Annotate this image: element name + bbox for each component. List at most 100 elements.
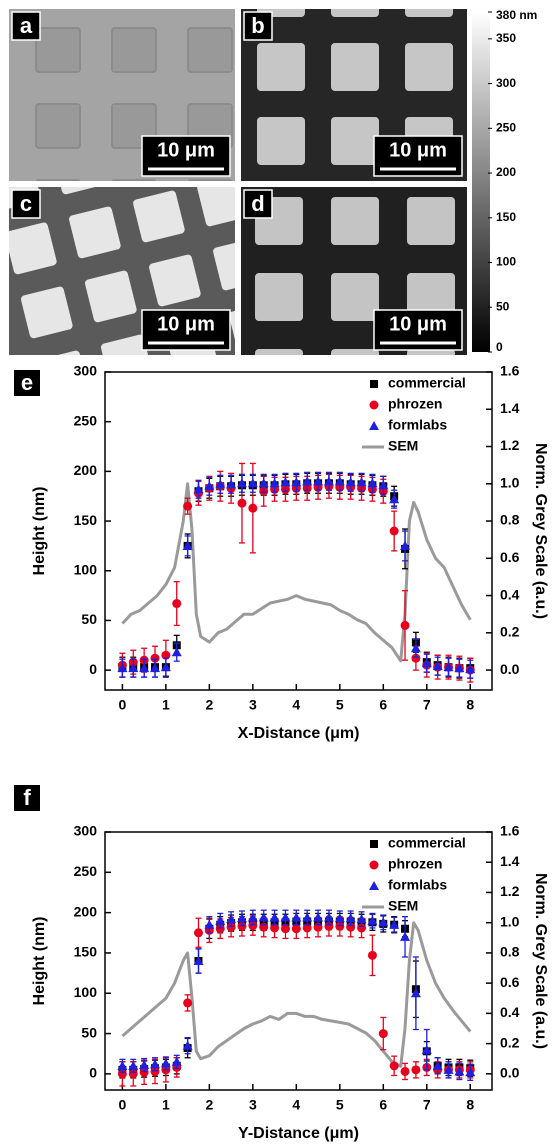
x-tick-label: 8 bbox=[466, 1097, 474, 1113]
pillar bbox=[35, 103, 81, 149]
colorbar-tick-label: 150 bbox=[496, 210, 516, 224]
y-axis-title: Height (nm) bbox=[31, 917, 48, 1006]
pillar bbox=[0, 28, 4, 72]
marker bbox=[410, 643, 421, 653]
marker bbox=[269, 912, 280, 922]
marker bbox=[215, 924, 225, 934]
x-axis-title: Y-Distance (μm) bbox=[238, 1125, 359, 1142]
pillar bbox=[187, 27, 233, 73]
marker bbox=[356, 477, 367, 487]
legend-label: phrozen bbox=[388, 856, 442, 872]
colorbar-tick-label: 100 bbox=[496, 255, 516, 269]
pillar bbox=[331, 197, 379, 245]
marker bbox=[432, 1060, 443, 1070]
pillar bbox=[405, 43, 453, 91]
y-tick-label: 150 bbox=[74, 944, 98, 960]
marker bbox=[323, 912, 334, 922]
y-tick-label: 50 bbox=[81, 611, 97, 627]
marker bbox=[269, 478, 280, 488]
micrograph bbox=[0, 8, 236, 224]
y2-tick-label: 1.0 bbox=[500, 474, 520, 490]
colorbar bbox=[472, 12, 490, 352]
legend-swatch bbox=[369, 421, 379, 430]
pillar bbox=[8, 302, 9, 355]
legend-label: SEM bbox=[388, 898, 418, 914]
pillar bbox=[85, 270, 137, 323]
scale-bar-label: 10 μm bbox=[157, 139, 215, 161]
panel-border bbox=[7, 7, 237, 183]
y-axis-title: Height (nm) bbox=[31, 487, 48, 576]
legend-swatch bbox=[369, 881, 379, 890]
y2-tick-label: 0.0 bbox=[500, 1065, 520, 1081]
marker bbox=[183, 998, 193, 1008]
marker bbox=[258, 478, 269, 488]
scale-bar-label: 10 μm bbox=[389, 313, 447, 335]
panel-border bbox=[239, 7, 469, 183]
x-tick-label: 8 bbox=[466, 697, 474, 713]
pillar bbox=[257, 43, 305, 91]
panel-label-box bbox=[14, 785, 40, 811]
pillar bbox=[331, 43, 379, 91]
marker bbox=[302, 476, 313, 486]
marker bbox=[400, 931, 411, 941]
pillar bbox=[309, 351, 360, 402]
marker bbox=[150, 1059, 161, 1069]
marker bbox=[247, 912, 258, 922]
x-tick-label: 6 bbox=[379, 1097, 387, 1113]
x-tick-label: 1 bbox=[162, 1097, 170, 1113]
pillar bbox=[213, 238, 236, 291]
marker bbox=[215, 479, 226, 489]
y-tick-label: 200 bbox=[74, 903, 98, 919]
x-tick-label: 4 bbox=[292, 1097, 300, 1113]
pillar bbox=[405, 8, 453, 17]
pillar bbox=[0, 180, 4, 224]
panel-border bbox=[7, 185, 237, 357]
x-tick-label: 0 bbox=[118, 697, 126, 713]
marker bbox=[389, 526, 399, 536]
y2-tick-label: 0.0 bbox=[500, 661, 520, 677]
marker bbox=[465, 1067, 476, 1077]
legend-label: commercial bbox=[388, 375, 466, 391]
pillar bbox=[133, 190, 185, 243]
marker bbox=[356, 914, 367, 924]
x-tick-label: 7 bbox=[423, 1097, 431, 1113]
y2-tick-label: 0.2 bbox=[500, 1034, 520, 1050]
panel-label: e bbox=[21, 370, 33, 395]
marker bbox=[226, 479, 237, 489]
marker bbox=[204, 919, 215, 929]
colorbar-tick-label: 380 nm bbox=[496, 8, 537, 22]
marker bbox=[236, 478, 247, 488]
marker bbox=[182, 1040, 193, 1050]
marker bbox=[193, 928, 203, 938]
marker bbox=[248, 503, 258, 513]
pillar bbox=[53, 186, 105, 195]
marker bbox=[421, 658, 432, 668]
marker bbox=[410, 988, 421, 998]
y-tick-label: 0 bbox=[89, 1065, 97, 1081]
marker bbox=[389, 1061, 399, 1071]
marker bbox=[204, 481, 215, 491]
pillar bbox=[245, 367, 296, 418]
panel-label-box bbox=[11, 11, 41, 41]
y2-tick-label: 0.8 bbox=[500, 512, 520, 528]
pillar bbox=[331, 349, 379, 356]
panel-border bbox=[239, 185, 469, 357]
y2-tick-label: 0.6 bbox=[500, 974, 520, 990]
marker bbox=[237, 498, 247, 508]
marker bbox=[411, 653, 421, 663]
scale-bar-label: 10 μm bbox=[157, 313, 215, 335]
marker bbox=[443, 1064, 454, 1074]
marker bbox=[400, 1066, 410, 1076]
y2-tick-label: 1.6 bbox=[500, 823, 520, 839]
marker bbox=[193, 956, 204, 965]
marker bbox=[367, 915, 378, 925]
pillar bbox=[229, 302, 236, 355]
y-tick-label: 150 bbox=[74, 512, 98, 528]
x-tick-label: 6 bbox=[379, 697, 387, 713]
panel-label-box bbox=[243, 189, 273, 219]
marker bbox=[183, 501, 193, 511]
legend-label: formlabs bbox=[388, 417, 447, 433]
marker bbox=[345, 477, 356, 487]
pillar bbox=[331, 8, 379, 17]
y2-tick-label: 0.4 bbox=[500, 1004, 520, 1020]
